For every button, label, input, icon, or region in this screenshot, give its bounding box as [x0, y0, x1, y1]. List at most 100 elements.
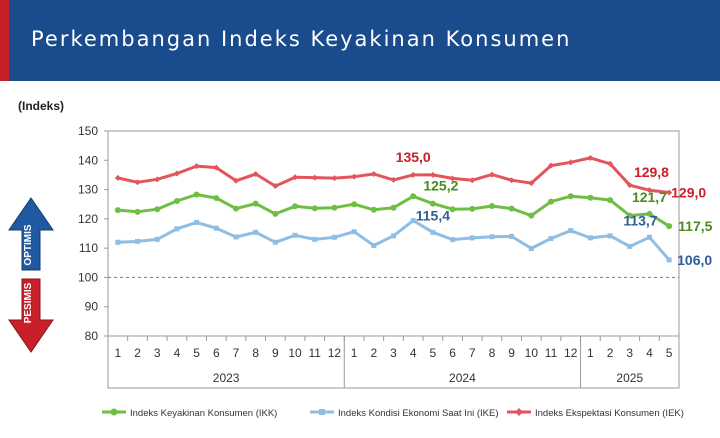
- iek-point: [154, 176, 161, 183]
- iek-point: [311, 174, 318, 181]
- data-label: 117,5: [678, 218, 712, 234]
- ike-point: [135, 238, 141, 244]
- ike-line: [117, 219, 671, 261]
- iek-point: [410, 171, 417, 178]
- ikk-point: [173, 197, 180, 204]
- iek-point: [528, 180, 535, 187]
- x-tick-label: 7: [233, 346, 240, 360]
- y-tick-label: 80: [85, 329, 99, 343]
- x-tick-label: 8: [489, 346, 496, 360]
- x-tick-label: 5: [193, 346, 200, 360]
- ike-point: [489, 234, 495, 240]
- y-tick-label: 150: [78, 124, 98, 138]
- ikk-point: [370, 206, 377, 213]
- ike-point: [272, 239, 278, 245]
- iek-point: [134, 179, 141, 186]
- ikk-point: [646, 210, 653, 217]
- x-tick-label: 2: [134, 346, 141, 360]
- data-label: 121,7: [632, 189, 667, 205]
- ikk-point: [232, 205, 239, 212]
- ike-point: [174, 226, 180, 232]
- ike-point: [646, 234, 652, 240]
- iek-point: [429, 171, 436, 178]
- ike-point: [568, 228, 574, 234]
- x-tick-label: 12: [328, 346, 342, 360]
- ikk-point: [587, 194, 594, 201]
- ikk-point: [154, 206, 161, 213]
- year-label: 2024: [449, 371, 476, 385]
- legend-label-ikk: Indeks Keyakinan Konsumen (IKK): [130, 408, 277, 419]
- legend-marker-ike: [319, 409, 325, 415]
- x-tick-label: 9: [508, 346, 515, 360]
- x-tick-label: 8: [252, 346, 259, 360]
- ike-point: [351, 229, 357, 235]
- x-tick-label: 11: [309, 346, 322, 360]
- x-tick-label: 2: [607, 346, 614, 360]
- ikk-point: [272, 210, 279, 217]
- iek-point: [548, 162, 555, 169]
- iek-point: [390, 176, 397, 183]
- x-tick-label: 1: [351, 346, 358, 360]
- legend-label-ike: Indeks Kondisi Ekonomi Saat Ini (IKE): [338, 408, 499, 419]
- ikk-point: [607, 197, 614, 204]
- title-banner: [0, 0, 720, 81]
- x-tick-label: 1: [587, 346, 594, 360]
- legend-marker-iek: [515, 408, 523, 416]
- ikk-point: [449, 206, 456, 213]
- x-tick-label: 7: [469, 346, 476, 360]
- page-title: Perkembangan Indeks Keyakinan Konsumen: [31, 27, 572, 51]
- y-tick-label: 140: [78, 153, 98, 167]
- data-label: 135,0: [396, 149, 431, 165]
- x-tick-label: 6: [449, 346, 456, 360]
- legend-marker-ikk: [110, 408, 118, 416]
- x-tick-label: 9: [272, 346, 279, 360]
- y-tick-label: 90: [85, 300, 99, 314]
- iek-point: [508, 177, 515, 184]
- ike-point: [115, 239, 121, 245]
- data-label: 125,2: [423, 178, 458, 194]
- ike-point: [391, 233, 396, 239]
- ike-point: [410, 218, 416, 224]
- data-label: 129,8: [634, 164, 669, 180]
- ike-point: [292, 232, 298, 238]
- x-tick-label: 10: [525, 346, 539, 360]
- ikk-point: [351, 201, 358, 208]
- iek-point: [351, 173, 358, 180]
- ikk-point: [134, 208, 141, 215]
- y-tick-label: 110: [79, 241, 98, 255]
- ike-point: [430, 229, 436, 235]
- iek-point: [626, 182, 633, 189]
- ikk-point: [488, 202, 495, 209]
- ikk-point: [193, 191, 200, 198]
- x-tick-label: 4: [646, 346, 653, 360]
- iek-point: [488, 171, 495, 178]
- ikk-point: [410, 193, 417, 200]
- iek-point: [469, 177, 476, 184]
- ike-point: [450, 237, 456, 243]
- iek-point: [449, 175, 456, 182]
- x-tick-label: 3: [626, 346, 633, 360]
- data-label: 106,0: [677, 252, 712, 268]
- x-tick-label: 12: [564, 346, 578, 360]
- ike-point: [312, 236, 318, 242]
- ikk-point: [508, 205, 515, 212]
- ikk-point: [528, 212, 535, 219]
- ike-point: [528, 245, 534, 251]
- iek-point: [567, 159, 574, 166]
- x-tick-label: 4: [410, 346, 417, 360]
- iek-point: [213, 164, 220, 171]
- ike-point: [154, 236, 160, 242]
- legend-label-iek: Indeks Ekspektasi Konsumen (IEK): [535, 408, 684, 419]
- iek-point: [232, 177, 239, 184]
- ike-point: [587, 235, 593, 241]
- plot-frame: [107, 130, 680, 389]
- ike-point: [194, 219, 200, 225]
- iek-point: [193, 163, 200, 170]
- ikk-point: [331, 204, 338, 211]
- data-label: 115,4: [416, 207, 450, 223]
- ike-point: [213, 225, 219, 231]
- iek-point: [607, 160, 614, 167]
- ike-point: [666, 257, 672, 263]
- ike-point: [627, 243, 633, 249]
